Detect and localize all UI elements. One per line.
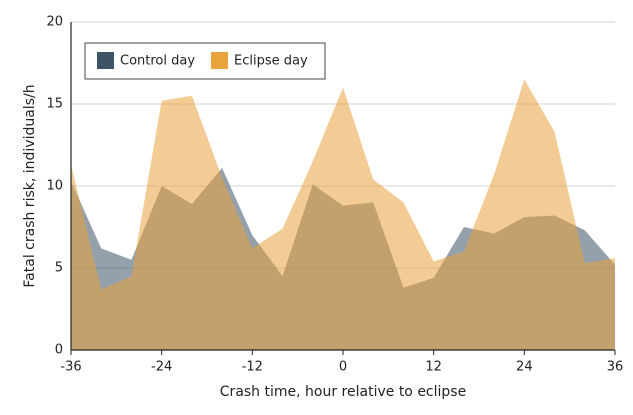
x-tick-label: -24: [151, 360, 172, 375]
legend-box: [84, 42, 326, 80]
y-tick-label: 15: [46, 97, 63, 112]
y-tick-label: 0: [55, 343, 63, 358]
legend: Control day Eclipse day: [84, 42, 326, 80]
legend-swatch: [211, 52, 229, 69]
x-tick-label: -36: [60, 360, 81, 375]
legend-label: Eclipse day: [234, 54, 308, 69]
area: [71, 79, 615, 351]
y-tick-label: 10: [46, 179, 63, 194]
x-tick-label: 0: [339, 360, 347, 375]
y-axis-title: Fatal crash risk, individuals/h: [22, 84, 38, 287]
y-tick-label: 5: [55, 261, 63, 276]
x-tick-label: 36: [607, 360, 624, 375]
x-tick-label: 12: [425, 360, 442, 375]
x-axis-title: Crash time, hour relative to eclipse: [220, 384, 466, 400]
x-tick-label: 24: [516, 360, 533, 375]
x-tick-label: -12: [242, 360, 263, 375]
y-tick-label: 20: [46, 15, 63, 30]
legend-swatch: [97, 52, 114, 69]
legend-label: Control day: [120, 54, 195, 69]
